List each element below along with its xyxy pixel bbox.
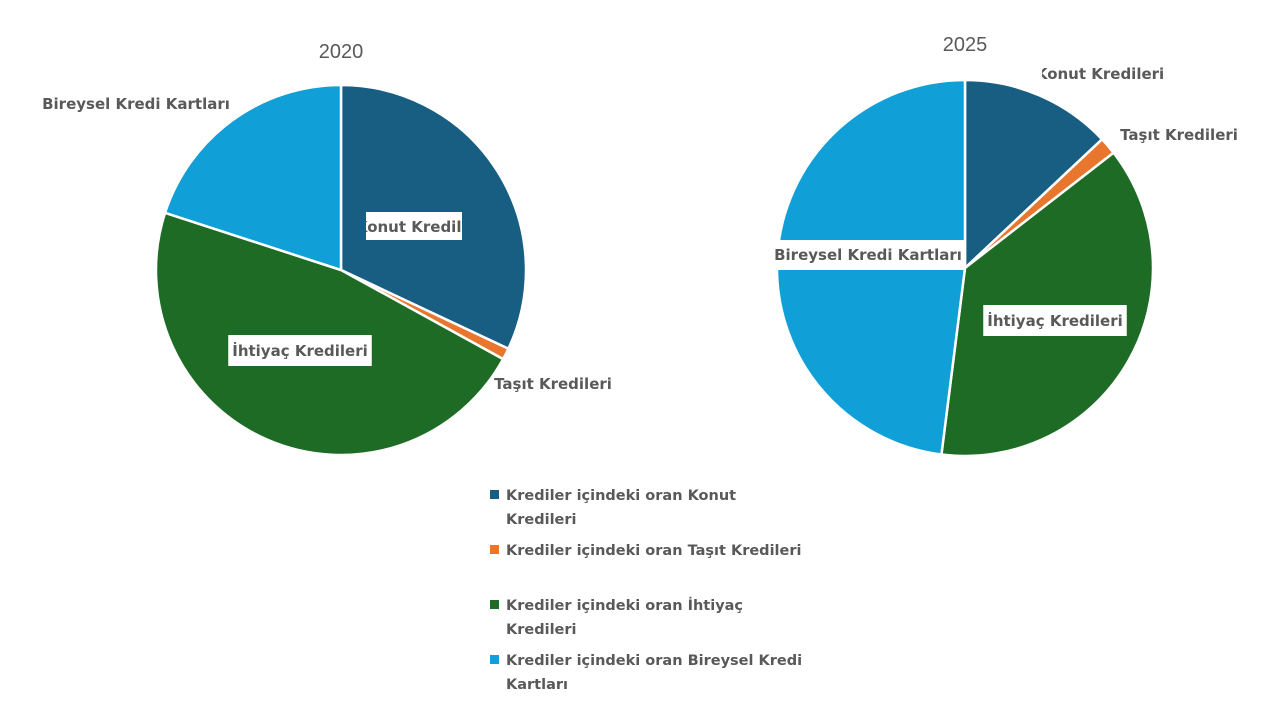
label-background	[228, 335, 372, 366]
legend-item-konut-kredileri: Krediler içindeki oran Konut Kredileri	[490, 484, 820, 539]
slice-label-tasit-kredileri: Taşıt Kredileri	[494, 375, 612, 393]
label-background	[770, 240, 966, 270]
pie-chart-2020: 2020 Konut Kredileri Taşıt Kredileri İhtiya…	[42, 41, 612, 457]
pie-slice-konut-kredileri	[963, 78, 1104, 270]
slice-label-ihtiyac-kredileri: İhtiyaç Kredileri	[228, 335, 372, 366]
chart-title: 2020	[319, 41, 364, 63]
legend-item-bireysel-kredi-kartlari: Krediler içindeki oran Bireysel Kredi Ka…	[490, 649, 820, 704]
slice-label-konut-kredileri: Konut Kredileri	[356, 212, 484, 240]
pie-chart-2025: 2025 Konut Kredileri Taşıt Kredileri İhtiya…	[770, 34, 1238, 458]
slice-label-text: İhtiyaç Kredileri	[987, 311, 1123, 330]
legend-swatch	[490, 545, 499, 554]
label-background	[366, 212, 462, 240]
slice-label-text: İhtiyaç Kredileri	[232, 341, 368, 360]
pie-slice-bireysel-kredi-kartlari	[163, 83, 343, 272]
slice-label-text: Konut Kredileri	[356, 218, 484, 236]
legend-label: Krediler içindeki oran Bireysel Kredi Ka…	[506, 653, 803, 693]
legend-swatch	[490, 490, 499, 499]
chart-title: 2025	[943, 34, 988, 56]
legend-item-ihtiyac-kredileri: Krediler içindeki oran İhtiyaç Kredileri	[490, 594, 820, 649]
slice-label-bireysel-kredi-kartlari: Bireysel Kredi Kartları	[770, 240, 966, 270]
legend-label: Krediler içindeki oran Konut Kredileri	[506, 488, 737, 528]
legend-swatch	[490, 655, 499, 664]
slice-label-text: Taşıt Kredileri	[494, 375, 612, 393]
slice-label-konut-kredileri: Konut Kredileri	[1036, 65, 1164, 83]
label-background	[983, 305, 1127, 336]
pie-slice-ihtiyac-kredileri	[154, 211, 505, 457]
pie-slice-ihtiyac-kredileri	[940, 151, 1155, 458]
slice-label-text: Konut Kredileri	[1036, 65, 1164, 83]
legend-label: Krediler içindeki oran İhtiyaç Kredileri	[506, 598, 744, 638]
slice-label-text: Taşıt Kredileri	[1120, 126, 1238, 144]
slice-label-tasit-kredileri: Taşıt Kredileri	[1120, 126, 1238, 144]
slice-label-text: Bireysel Kredi Kartları	[42, 95, 230, 113]
legend-swatch	[490, 600, 499, 609]
slice-label-text: Bireysel Kredi Kartları	[774, 246, 962, 264]
slice-label-bireysel-kredi-kartlari: Bireysel Kredi Kartları	[42, 95, 230, 113]
legend-label: Krediler içindeki oran Taşıt Kredileri	[506, 543, 802, 559]
slice-label-ihtiyac-kredileri: İhtiyaç Kredileri	[983, 305, 1127, 336]
legend: Krediler içindeki oran Konut Kredileri Kr…	[490, 484, 820, 704]
legend-item-tasit-kredileri: Krediler içindeki oran Taşıt Kredileri	[490, 539, 820, 594]
